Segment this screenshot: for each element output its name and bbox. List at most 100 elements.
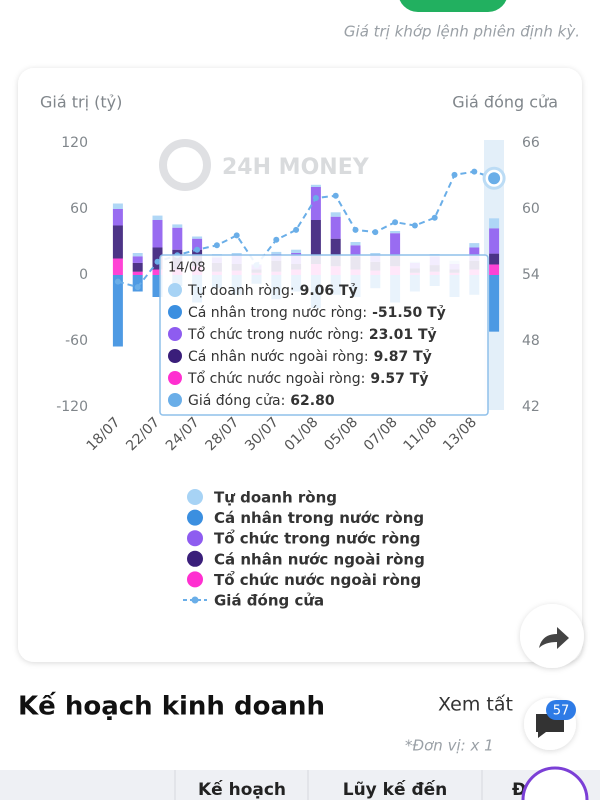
legend: Tự doanh ròng Cá nhân trong nước ròng Tổ c… xyxy=(183,489,425,610)
price-point xyxy=(352,226,359,233)
section-title: Kế hoạch kinh doanh xyxy=(18,691,325,722)
tooltip-label: Tự doanh ròng: xyxy=(187,283,295,299)
bar-segment xyxy=(310,187,321,220)
legend-label: Tổ chức nước ngoài ròng xyxy=(214,570,421,589)
bar-segment xyxy=(192,236,203,239)
bar-segment xyxy=(132,275,143,292)
bar-segment xyxy=(132,253,143,257)
watermark: 24H MONEY xyxy=(222,155,370,180)
bar-segment xyxy=(469,243,480,248)
tooltip-marker xyxy=(168,305,182,319)
bar-segment xyxy=(291,249,302,253)
bar-segment xyxy=(489,253,500,265)
y-tick-label: -120 xyxy=(56,399,88,415)
legend-marker xyxy=(187,571,203,588)
legend-marker xyxy=(187,509,203,526)
tooltip: 14/08 Tự doanh ròng: 9.06 Tỷ Cá nhân trong… xyxy=(159,254,489,416)
tooltip-box xyxy=(159,254,489,416)
price-point xyxy=(273,236,280,243)
tooltip-value: -51.50 Tỷ xyxy=(372,305,446,321)
tooltip-label: Giá đóng cửa: xyxy=(188,393,285,409)
bar-segment xyxy=(390,233,401,256)
badge-count: 57 xyxy=(553,704,570,719)
watermark-logo xyxy=(159,139,211,191)
table-header-cell: Kế hoạch xyxy=(198,779,286,800)
y-tick-label: 60 xyxy=(70,201,88,217)
price-point xyxy=(312,195,319,201)
tooltip-marker xyxy=(168,371,182,385)
bar-segment xyxy=(152,215,163,220)
bar-segment xyxy=(330,238,341,267)
bar-segment xyxy=(330,212,341,217)
share-icon xyxy=(539,627,569,649)
price-point xyxy=(114,278,121,285)
legend-marker xyxy=(187,530,203,547)
tooltip-row: Tổ chức nước ngoài ròng: 9.57 Tỷ xyxy=(187,370,428,387)
tooltip-row: Cá nhân nước ngoài ròng: 9.87 Tỷ xyxy=(188,349,432,365)
bar-segment xyxy=(112,258,123,275)
bar-segment xyxy=(152,269,163,275)
y-tick-label: -60 xyxy=(65,333,88,349)
bar-segment xyxy=(112,275,123,347)
table-header-bg xyxy=(0,770,600,800)
bar-segment xyxy=(132,256,143,263)
legend-label: Tự doanh ròng xyxy=(214,489,337,507)
bar-segment xyxy=(330,216,341,239)
tooltip-title: 14/08 xyxy=(168,261,205,276)
bar-segment xyxy=(489,218,500,229)
tooltip-row: Tự doanh ròng: 9.06 Tỷ xyxy=(187,283,358,299)
legend-label: Cá nhân trong nước ròng xyxy=(214,509,424,527)
bar-segment xyxy=(112,209,123,226)
price-point xyxy=(392,219,399,226)
y2-axis-title: Giá đóng cửa xyxy=(452,93,558,112)
bar-segment xyxy=(132,262,143,272)
top-button[interactable] xyxy=(398,0,508,12)
legend-label: Giá đóng cửa xyxy=(214,592,324,610)
tooltip-row: Giá đóng cửa: 62.80 xyxy=(188,393,335,409)
bar-segment xyxy=(310,184,321,187)
badge xyxy=(546,700,576,720)
see-all-link[interactable]: Xem tất xyxy=(438,694,513,716)
bar-segment xyxy=(310,220,321,264)
bar-segment xyxy=(192,238,203,250)
tooltip-label: Tổ chức trong nước ròng: xyxy=(187,326,364,343)
legend-marker xyxy=(187,489,203,505)
bar-segment xyxy=(350,242,361,246)
tooltip-label: Cá nhân trong nước ròng: xyxy=(188,305,367,321)
y2-tick-label: 42 xyxy=(522,399,540,415)
bar-segment xyxy=(152,220,163,248)
price-point xyxy=(431,214,438,221)
tooltip-marker xyxy=(168,393,182,407)
price-line xyxy=(117,170,495,289)
tooltip-marker xyxy=(168,327,182,341)
floating-button[interactable] xyxy=(521,766,589,800)
bar-segment xyxy=(390,231,401,234)
bar-segment xyxy=(350,245,361,257)
tooltip-value: 62.80 xyxy=(290,393,335,409)
legend-label: Cá nhân nước ngoài ròng xyxy=(214,550,425,568)
y2-tick-label: 48 xyxy=(522,333,540,349)
y2-tick-label: 66 xyxy=(522,135,540,151)
tooltip-value: 9.87 Tỷ xyxy=(374,349,432,365)
price-point xyxy=(471,168,478,175)
tooltip-row: Tổ chức trong nước ròng: 23.01 Tỷ xyxy=(187,326,437,343)
y-axis-title: Giá trị (tỷ) xyxy=(40,93,122,112)
legend-label: Tổ chức trong nước ròng xyxy=(214,529,421,548)
y-tick-label: 120 xyxy=(61,135,88,151)
price-point xyxy=(372,229,379,236)
bar-segment xyxy=(489,275,500,332)
tooltip-row: Cá nhân trong nước ròng: -51.50 Tỷ xyxy=(188,305,446,321)
tooltip-value: 23.01 Tỷ xyxy=(369,327,437,343)
tooltip-marker xyxy=(168,349,182,363)
table-header-cell: Lũy kế đến xyxy=(343,779,448,800)
price-point xyxy=(451,171,458,178)
bar-segment xyxy=(370,253,381,256)
tooltip-value: 9.06 Tỷ xyxy=(300,283,358,299)
price-point xyxy=(233,232,240,239)
bar-segment xyxy=(231,253,242,256)
bar-segment xyxy=(132,271,143,275)
bar-segment xyxy=(152,247,163,270)
unit-note: *Đơn vị: x 1 xyxy=(405,737,494,755)
price-point xyxy=(411,222,418,229)
